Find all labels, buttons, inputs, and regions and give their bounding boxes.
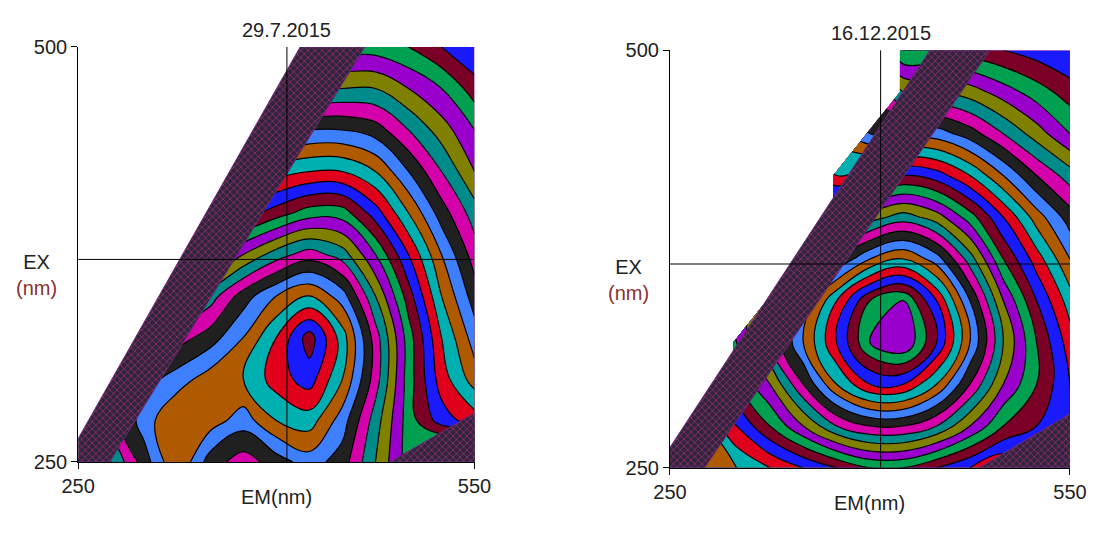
svg-text:550: 550: [1053, 481, 1086, 503]
svg-text:250: 250: [61, 475, 94, 497]
svg-text:EX(nm): EX(nm): [16, 251, 57, 299]
svg-text:250: 250: [653, 481, 686, 503]
svg-text:550: 550: [458, 475, 491, 497]
svg-text:EM(nm): EM(nm): [241, 486, 312, 508]
svg-text:EX(nm): EX(nm): [608, 256, 649, 304]
svg-text:500: 500: [626, 39, 659, 61]
svg-text:250: 250: [626, 457, 659, 479]
svg-text:EM(nm): EM(nm): [834, 492, 905, 514]
svg-text:500: 500: [34, 36, 67, 58]
svg-text:250: 250: [34, 451, 67, 473]
svg-text:29.7.2015: 29.7.2015: [242, 19, 331, 41]
svg-text:16.12.2015: 16.12.2015: [831, 22, 931, 44]
